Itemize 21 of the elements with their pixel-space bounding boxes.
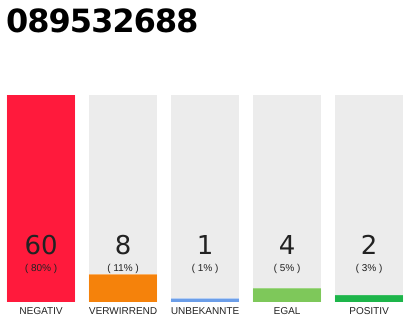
annotation: ( 80% ) (24, 263, 58, 274)
data-label: 1 (196, 231, 214, 261)
bar (334, 295, 404, 302)
annotation: ( 1% ) (192, 263, 218, 274)
x-tick-label: EGAL (274, 306, 301, 317)
bar (6, 95, 76, 302)
data-label: 2 (360, 231, 378, 261)
annotation: ( 3% ) (356, 263, 382, 274)
x-tick-label: NEGATIV (19, 306, 63, 317)
chart-title: 089532688 (6, 2, 198, 40)
x-tick-label: POSITIV (349, 306, 390, 317)
data-label: 4 (278, 231, 296, 261)
annotation: ( 11% ) (107, 263, 139, 274)
bar (252, 288, 322, 302)
data-label: 8 (114, 231, 132, 261)
bar (88, 274, 158, 302)
data-label: 60 (24, 231, 58, 261)
annotation: ( 5% ) (274, 263, 300, 274)
bar (170, 298, 240, 302)
x-tick-label: VERWIRREND (88, 306, 158, 317)
x-tick-label: UNBEKANNTE (170, 306, 240, 317)
